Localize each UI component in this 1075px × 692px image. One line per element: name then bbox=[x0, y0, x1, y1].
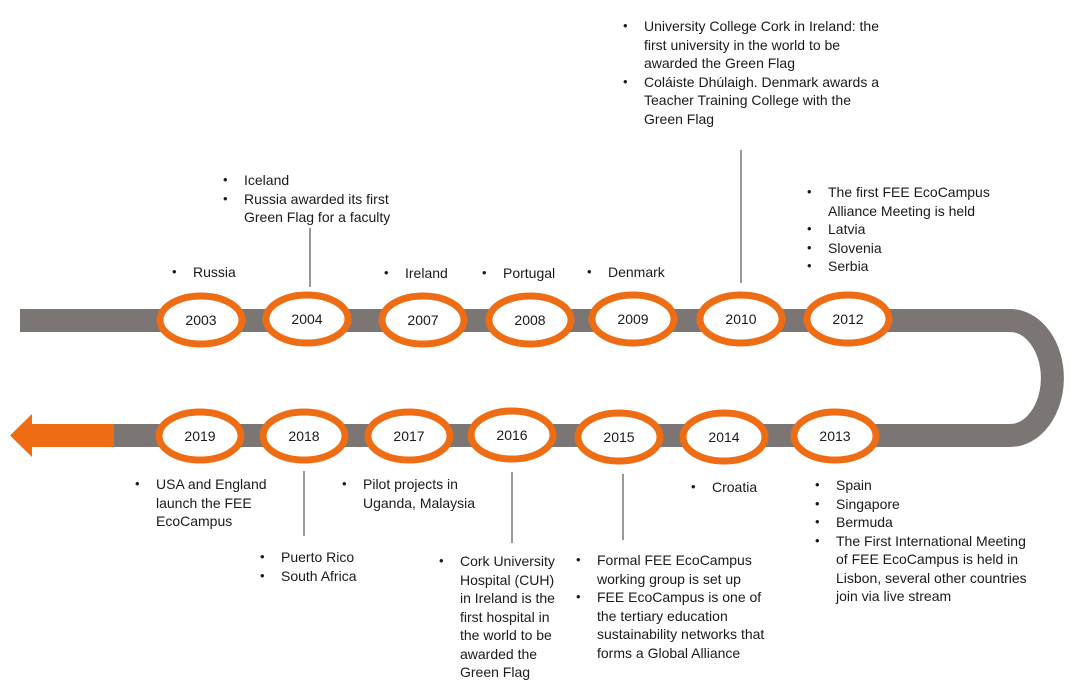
note-2008: Portugal bbox=[478, 264, 588, 283]
year-label-2009: 2009 bbox=[617, 311, 649, 327]
note-2019: USA and England launch the FEE EcoCampus bbox=[131, 475, 281, 531]
note-2015: Formal FEE EcoCampus working group is se… bbox=[572, 551, 782, 662]
note-2007-item-1: Ireland bbox=[380, 264, 480, 283]
note-2019-item-1: USA and England launch the FEE EcoCampus bbox=[131, 475, 281, 531]
note-2009-item-1: Denmark bbox=[583, 263, 693, 282]
year-oval-2003 bbox=[156, 292, 246, 348]
note-2017-item-1: Pilot projects in Uganda, Malaysia bbox=[338, 475, 488, 512]
note-2004-item-2: Russia awarded its first Green Flag for … bbox=[219, 190, 419, 227]
year-oval-2012 bbox=[803, 291, 893, 347]
note-2010: University College Cork in Ireland: the … bbox=[619, 17, 889, 128]
year-label-2004: 2004 bbox=[291, 311, 323, 327]
note-2017: Pilot projects in Uganda, Malaysia bbox=[338, 475, 488, 512]
year-label-2014: 2014 bbox=[708, 429, 740, 445]
note-2013-item-3: Bermuda bbox=[811, 513, 1041, 532]
note-2012-item-3: Slovenia bbox=[803, 239, 1003, 258]
note-2012-item-1: The first FEE EcoCampus Alliance Meeting… bbox=[803, 183, 1003, 220]
timeline-arrow-head bbox=[10, 414, 114, 457]
year-oval-2009 bbox=[588, 291, 678, 347]
note-2013-item-2: Singapore bbox=[811, 495, 1041, 514]
year-label-2018: 2018 bbox=[288, 428, 320, 444]
year-oval-2004 bbox=[262, 291, 352, 347]
year-label-2007: 2007 bbox=[407, 312, 439, 328]
year-oval-2008 bbox=[485, 292, 575, 348]
year-label-2013: 2013 bbox=[819, 428, 851, 444]
year-label-2012: 2012 bbox=[832, 311, 864, 327]
year-oval-2018 bbox=[259, 408, 349, 464]
year-oval-2017 bbox=[364, 408, 454, 464]
note-2018: Puerto Rico South Africa bbox=[256, 548, 386, 585]
year-oval-2015 bbox=[574, 409, 664, 465]
note-2007: Ireland bbox=[380, 264, 480, 283]
note-2013-item-4: The First International Meeting of FEE E… bbox=[811, 532, 1041, 606]
year-oval-2007 bbox=[378, 292, 468, 348]
note-2010-item-1: University College Cork in Ireland: the … bbox=[619, 17, 889, 73]
note-2010-item-2: Coláiste Dhúlaigh. Denmark awards a Teac… bbox=[619, 73, 889, 129]
note-2004: Iceland Russia awarded its first Green F… bbox=[219, 171, 419, 227]
note-2016: Cork University Hospital (CUH) in Irelan… bbox=[435, 552, 565, 682]
year-label-2019: 2019 bbox=[184, 428, 216, 444]
note-2015-item-1: Formal FEE EcoCampus working group is se… bbox=[572, 551, 782, 588]
year-oval-2019 bbox=[155, 408, 245, 464]
note-2018-item-2: South Africa bbox=[256, 567, 386, 586]
year-label-2008: 2008 bbox=[514, 312, 546, 328]
note-2012: The first FEE EcoCampus Alliance Meeting… bbox=[803, 183, 1003, 276]
year-label-2015: 2015 bbox=[603, 429, 635, 445]
note-2012-item-4: Serbia bbox=[803, 257, 1003, 276]
note-2004-item-1: Iceland bbox=[219, 171, 419, 190]
year-label-2017: 2017 bbox=[393, 428, 425, 444]
year-oval-2010 bbox=[696, 291, 786, 347]
note-2018-item-1: Puerto Rico bbox=[256, 548, 386, 567]
note-2003: Russia bbox=[168, 263, 288, 282]
note-2015-item-2: FEE EcoCampus is one of the tertiary edu… bbox=[572, 588, 782, 662]
year-oval-2014 bbox=[679, 409, 769, 465]
year-label-2003: 2003 bbox=[185, 312, 217, 328]
note-2013-item-1: Spain bbox=[811, 476, 1041, 495]
year-label-2016: 2016 bbox=[496, 427, 528, 443]
timeline-track-curve bbox=[1009, 309, 1064, 447]
note-2012-item-2: Latvia bbox=[803, 220, 1003, 239]
year-label-2010: 2010 bbox=[725, 311, 757, 327]
note-2009: Denmark bbox=[583, 263, 693, 282]
note-2016-item-1: Cork University Hospital (CUH) in Irelan… bbox=[435, 552, 565, 682]
note-2003-item-1: Russia bbox=[168, 263, 288, 282]
note-2014: Croatia bbox=[687, 478, 797, 497]
note-2013: Spain Singapore Bermuda The First Intern… bbox=[811, 476, 1041, 606]
year-oval-2016 bbox=[467, 407, 557, 463]
note-2014-item-1: Croatia bbox=[687, 478, 797, 497]
year-oval-2013 bbox=[790, 408, 880, 464]
note-2008-item-1: Portugal bbox=[478, 264, 588, 283]
